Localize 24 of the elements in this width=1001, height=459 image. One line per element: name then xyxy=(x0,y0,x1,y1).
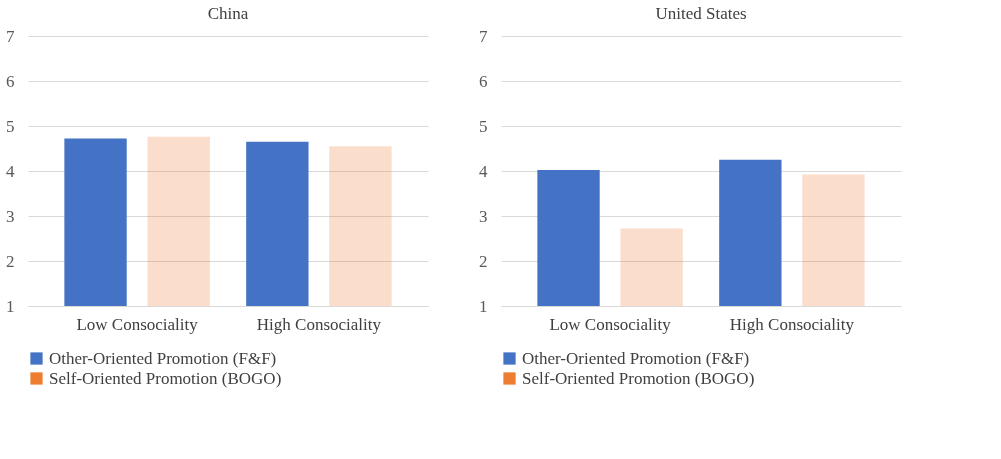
y-tick-label: 7 xyxy=(6,26,15,46)
y-tick-label: 5 xyxy=(479,116,488,136)
x-tick-label: High Consociality xyxy=(729,314,855,334)
y-tick-label: 6 xyxy=(6,71,15,91)
legend-label: Other-Oriented Promotion (F&F) xyxy=(522,348,750,368)
y-tick-label: 4 xyxy=(479,161,488,181)
x-tick-label: High Consociality xyxy=(256,314,382,334)
y-tick-label: 3 xyxy=(479,206,488,226)
y-tick-label: 1 xyxy=(6,296,15,316)
legend-label: Self-Oriented Promotion (BOGO) xyxy=(522,368,755,388)
y-tick-label: 7 xyxy=(479,26,488,46)
y-tick-label: 4 xyxy=(6,161,15,181)
x-tick-label: Low Consociality xyxy=(76,314,199,334)
y-tick-label: 2 xyxy=(479,251,488,271)
legend-label: Self-Oriented Promotion (BOGO) xyxy=(49,368,282,388)
y-tick-label: 1 xyxy=(479,296,488,316)
y-tick-label: 2 xyxy=(6,251,15,271)
y-tick-label: 5 xyxy=(6,116,15,136)
chart-title: United States xyxy=(655,4,747,23)
chart-title: China xyxy=(207,4,249,23)
y-tick-label: 6 xyxy=(479,71,488,91)
y-tick-label: 3 xyxy=(6,206,15,226)
x-tick-label: Low Consociality xyxy=(549,314,672,334)
legend-label: Other-Oriented Promotion (F&F) xyxy=(49,348,277,368)
